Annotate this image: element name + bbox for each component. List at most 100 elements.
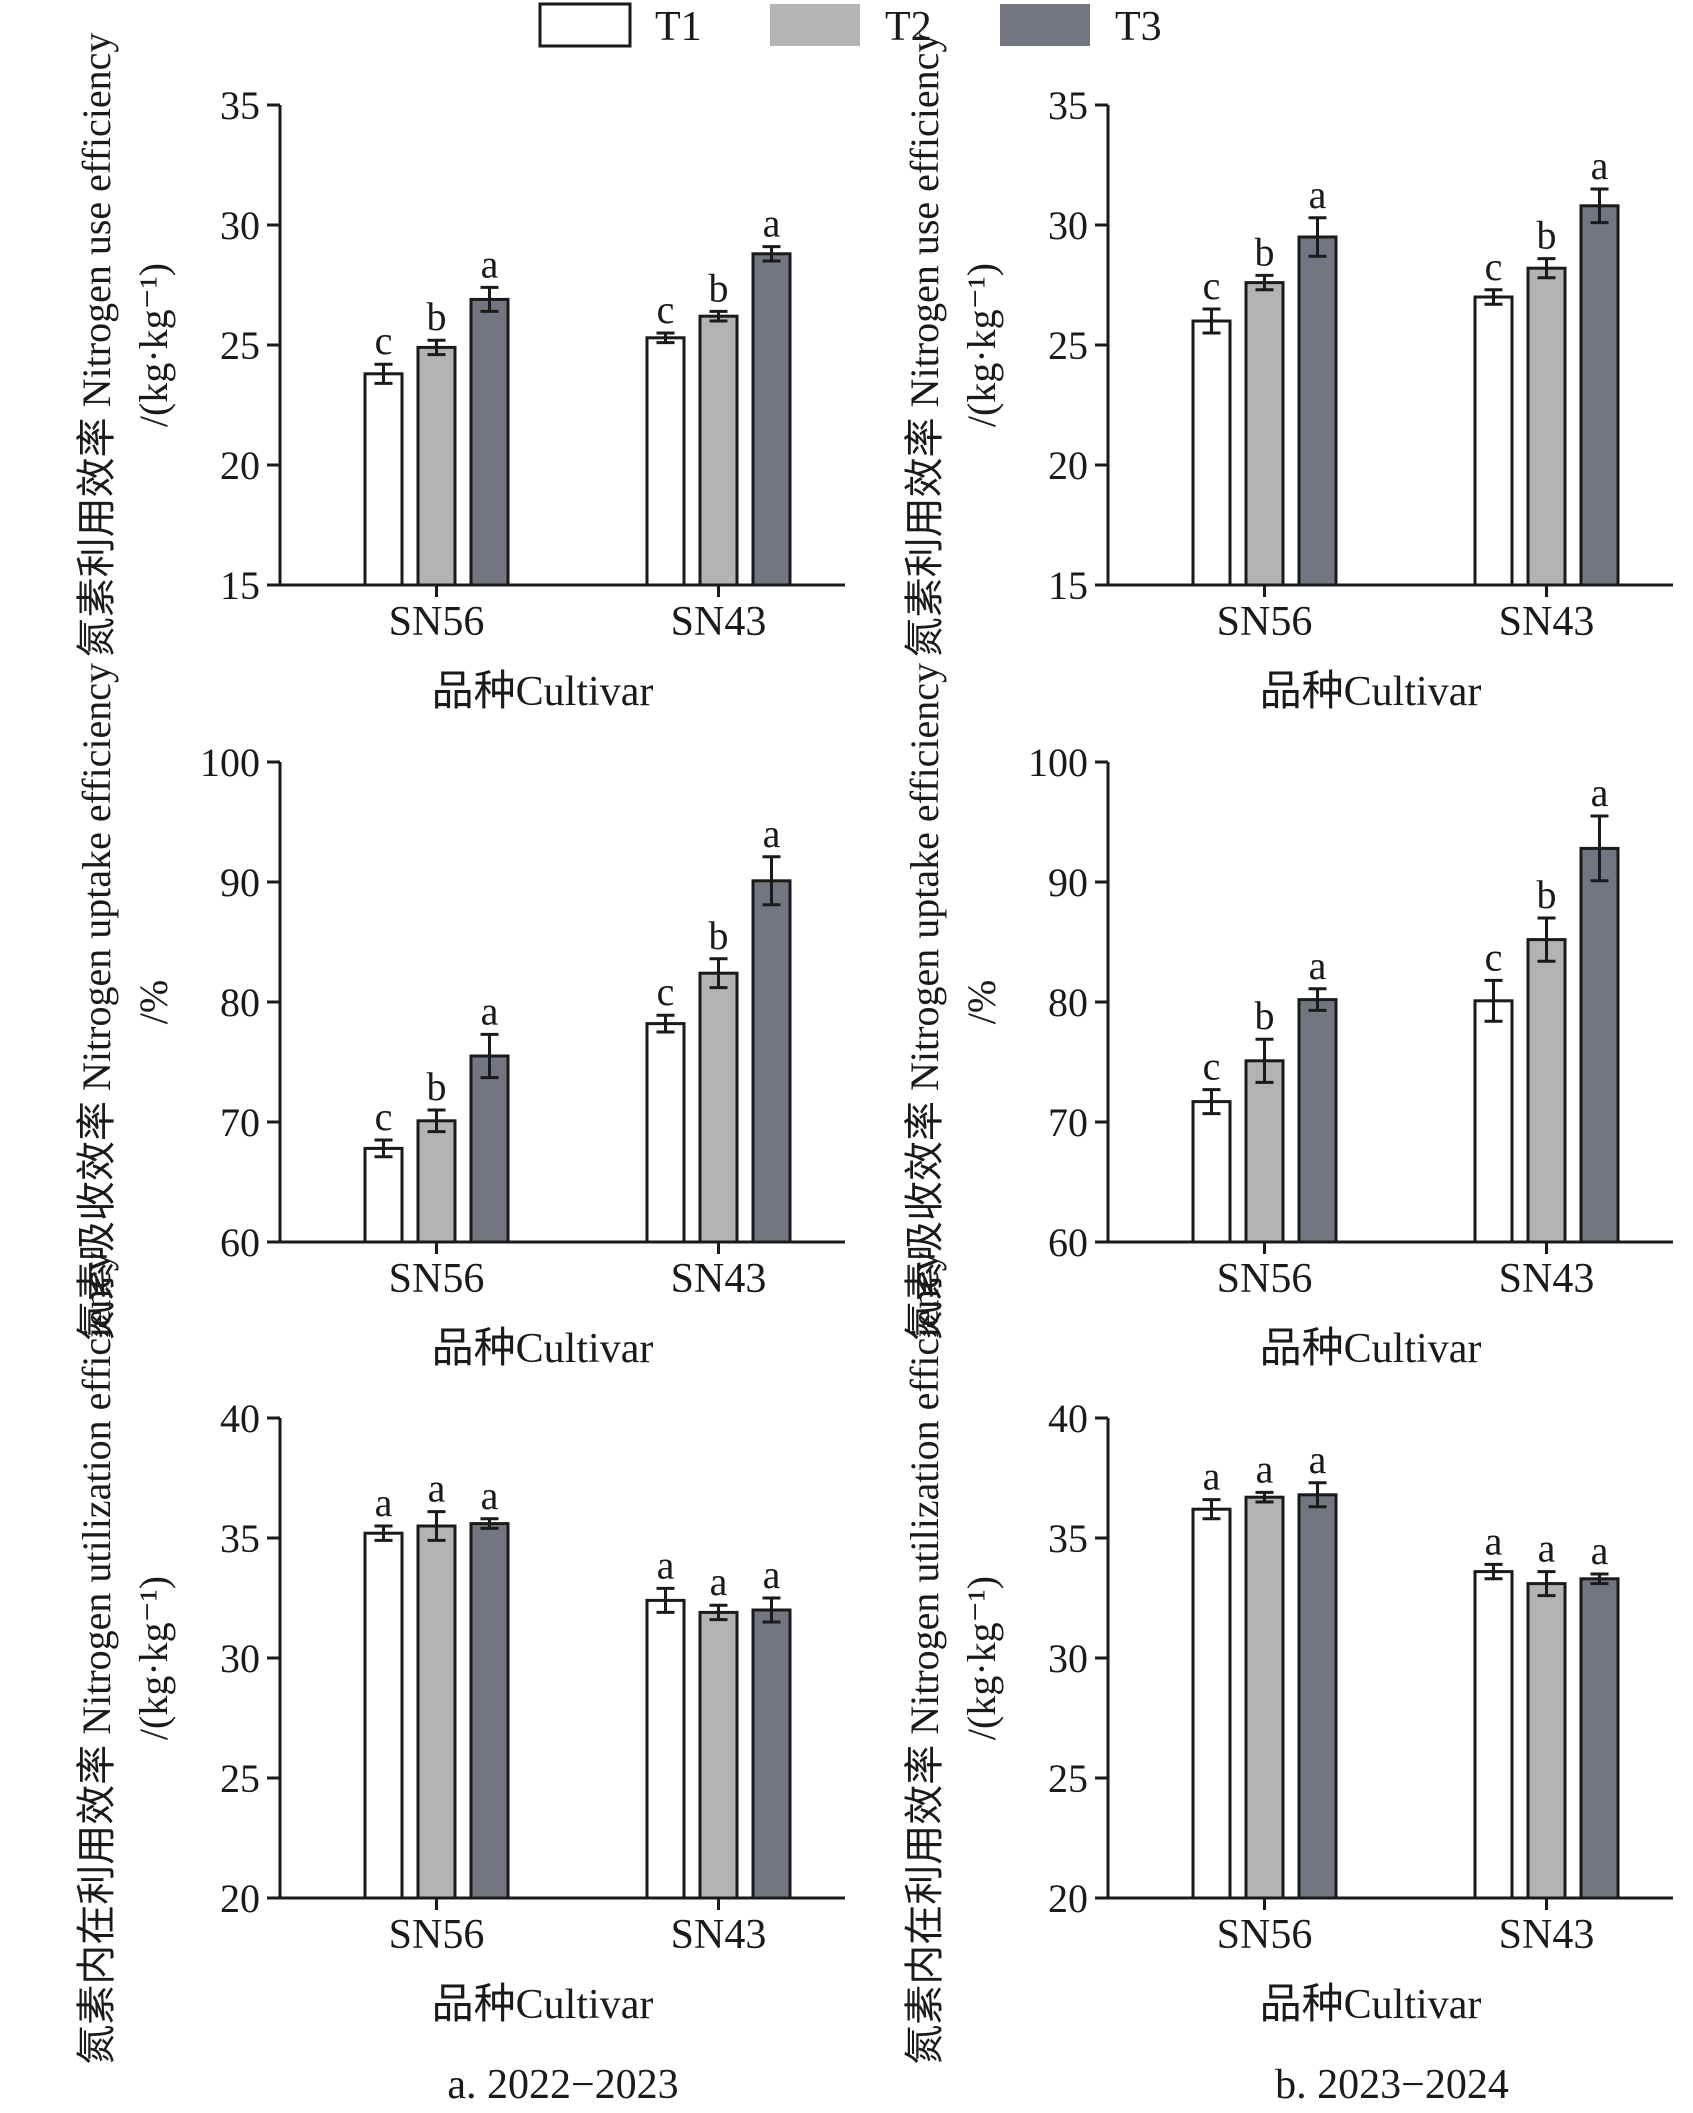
significance-letter: c — [657, 969, 675, 1014]
bar-t1-sn56 — [1191, 1507, 1232, 1900]
bar-t2-sn56 — [1244, 1495, 1285, 1900]
bar-t3-sn43 — [751, 1608, 792, 1900]
error-bar — [656, 331, 675, 345]
y-tick-label: 20 — [1048, 1876, 1088, 1921]
x-category-label: SN56 — [1217, 1256, 1313, 1302]
error-bar — [1590, 187, 1609, 225]
y-tick-label: 35 — [1048, 1516, 1088, 1561]
x-category-label: SN43 — [671, 1256, 767, 1302]
y-tick-label: 35 — [220, 1516, 260, 1561]
y-axis-title-unit: /% — [959, 980, 1004, 1024]
x-category-label: SN43 — [1499, 599, 1595, 645]
significance-letter: a — [481, 241, 499, 286]
y-axis-title-unit: /(kg·kg⁻¹) — [131, 1576, 176, 1740]
x-axis-title: 品种Cultivar — [432, 1326, 654, 1372]
error-bar — [480, 1032, 499, 1080]
y-tick-label: 80 — [220, 980, 260, 1025]
error-bar — [762, 1596, 781, 1624]
y-tick-label: 30 — [1048, 203, 1088, 248]
y-tick-label: 25 — [1048, 323, 1088, 368]
legend-swatch-t3 — [1000, 4, 1090, 46]
error-bar — [709, 1603, 728, 1622]
error-bar — [427, 1108, 446, 1134]
significance-letter: b — [427, 294, 447, 339]
bar-t1-sn43 — [1473, 999, 1514, 1244]
legend-label-t2: T2 — [885, 4, 932, 50]
bar-t3-sn56 — [1297, 998, 1338, 1244]
error-bar — [427, 338, 446, 357]
error-bar — [1537, 1570, 1556, 1598]
significance-letter: c — [375, 1094, 393, 1139]
significance-letter: b — [1255, 229, 1275, 274]
error-bar — [709, 309, 728, 323]
y-axis-title-en: Nitrogen uptake efficiency — [74, 663, 119, 1101]
bar-t3-sn43 — [751, 879, 792, 1244]
error-bar — [374, 1138, 393, 1159]
bar-t2-sn56 — [416, 1119, 457, 1244]
significance-letter: a — [1591, 1528, 1609, 1573]
error-bar — [1590, 1572, 1609, 1586]
significance-letter: a — [763, 811, 781, 856]
significance-letter: b — [1537, 213, 1557, 258]
y-axis-title-line1: 氮素内在利用效率 Nitrogen utilization efficiency — [902, 1251, 947, 2065]
y-tick-label: 25 — [1048, 1756, 1088, 1801]
significance-letter: a — [1256, 1446, 1274, 1491]
error-bar — [762, 855, 781, 907]
bar-t1-sn56 — [1191, 319, 1232, 587]
bar-t3-sn43 — [1579, 846, 1620, 1244]
bar-t2-sn56 — [416, 1524, 457, 1900]
significance-letter: b — [1537, 872, 1557, 917]
significance-letter: a — [1309, 172, 1327, 217]
x-category-label: SN43 — [1499, 1256, 1595, 1302]
x-axis-title: 品种Cultivar — [1260, 1326, 1482, 1372]
bar-t1-sn56 — [363, 1531, 404, 1900]
legend-label-t3: T3 — [1115, 4, 1162, 50]
y-axis-title-unit: /(kg·kg⁻¹) — [959, 1576, 1004, 1740]
y-axis-title-line1: 氮素内在利用效率 Nitrogen utilization efficiency — [74, 1251, 119, 2065]
significance-letter: a — [1591, 770, 1609, 815]
y-tick-label: 90 — [1048, 860, 1088, 905]
error-bar — [374, 362, 393, 385]
y-tick-label: 30 — [1048, 1636, 1088, 1681]
significance-letter: b — [427, 1064, 447, 1109]
y-tick-label: 15 — [220, 563, 260, 608]
y-tick-label: 100 — [1028, 740, 1088, 785]
bar-t3-sn43 — [1579, 204, 1620, 587]
bar-t2-sn43 — [1526, 1582, 1567, 1900]
x-category-label: SN43 — [671, 599, 767, 645]
significance-letter: c — [1203, 1044, 1221, 1089]
bar-t3-sn43 — [751, 252, 792, 587]
significance-letter: c — [375, 318, 393, 363]
significance-letter: a — [428, 1466, 446, 1511]
y-axis-title-line1: 氮素吸收效率 Nitrogen uptake efficiency — [74, 663, 119, 1341]
significance-letter: b — [709, 913, 729, 958]
y-axis-title-cn: 氮素利用效率 — [74, 417, 119, 657]
error-bar — [480, 1517, 499, 1530]
bar-t1-sn56 — [1191, 1100, 1232, 1244]
error-bar — [427, 1510, 446, 1542]
y-tick-label: 100 — [200, 740, 260, 785]
caption-a: a. 2022−2023 — [447, 2062, 678, 2108]
bar-t1-sn56 — [363, 372, 404, 587]
error-bar — [1537, 257, 1556, 280]
y-tick-label: 20 — [220, 443, 260, 488]
x-category-label: SN43 — [671, 1912, 767, 1958]
bar-t3-sn56 — [1297, 235, 1338, 587]
bar-t2-sn43 — [698, 971, 739, 1244]
error-bar — [1202, 1088, 1221, 1116]
y-axis-title-line1: 氮素利用效率 Nitrogen use efficiency — [902, 33, 947, 658]
legend: T1 T2 T3 — [538, 2, 1162, 50]
significance-letter: a — [1485, 1518, 1503, 1563]
bar-t3-sn56 — [469, 1522, 510, 1900]
y-tick-label: 90 — [220, 860, 260, 905]
bar-t3-sn56 — [469, 1054, 510, 1244]
significance-letter: b — [1255, 993, 1275, 1038]
bar-t3-sn43 — [1579, 1577, 1620, 1900]
caption-b: b. 2023−2024 — [1275, 2062, 1509, 2108]
significance-letter: a — [657, 1542, 675, 1587]
bar-t2-sn43 — [1526, 266, 1567, 587]
